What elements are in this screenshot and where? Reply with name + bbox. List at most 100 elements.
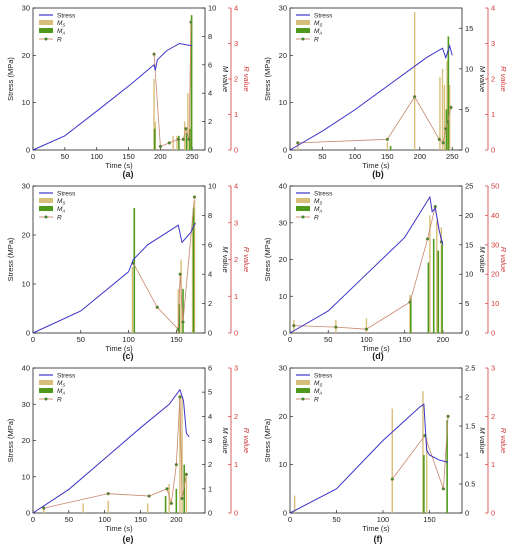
x-axis-label: Time (s) — [362, 161, 390, 170]
x-axis-label: Time (s) — [362, 524, 390, 533]
x-tick-label: 150 — [134, 515, 147, 524]
plot-frame — [32, 7, 206, 151]
m-tick-label: 15 — [465, 240, 473, 249]
r-axis-label: R value — [499, 247, 508, 272]
r-tick-label: 10 — [491, 299, 499, 308]
legend-ms-sub: S — [62, 383, 65, 388]
legend-ma-swatch — [39, 388, 53, 393]
r-point — [176, 327, 180, 332]
r-point — [292, 323, 296, 328]
r-point — [189, 20, 193, 24]
legend-r-marker — [301, 215, 305, 219]
y-axis-label: Stress (MPa) — [263, 237, 272, 281]
panel-caption: (f) — [374, 534, 383, 544]
x-tick-label: 0 — [288, 515, 292, 524]
x-tick-label: 150 — [170, 335, 183, 344]
r-tick-label: 4 — [234, 4, 238, 13]
m-axis-label: M value — [221, 66, 230, 92]
y-tick-label: 30 — [22, 400, 30, 409]
legend-r-label: R — [57, 397, 62, 404]
y-tick-label: 10 — [22, 98, 30, 107]
legend-ma-swatch — [296, 388, 310, 393]
panel-caption: (c) — [123, 351, 134, 361]
plot-frame — [289, 7, 463, 151]
m-tick-label: 5 — [208, 388, 212, 397]
r-tick-label: 0 — [491, 509, 495, 518]
legend-stress-label: Stress — [57, 13, 76, 20]
panel-caption: (e) — [123, 534, 134, 544]
m-tick-label: 1.5 — [465, 422, 475, 431]
x-tick-label: 250 — [186, 152, 199, 161]
plot-frame — [289, 367, 463, 514]
x-tick-label: 100 — [377, 515, 390, 524]
m-tick-label: 4 — [208, 270, 212, 279]
r-tick-label: 2 — [234, 75, 238, 84]
legend-r-label: R — [314, 215, 319, 222]
y-tick-label: 30 — [22, 182, 30, 191]
r-tick-label: 4 — [491, 4, 495, 13]
legend-r-marker — [44, 37, 48, 41]
legend-ma-swatch — [296, 28, 310, 33]
stress-line — [32, 222, 196, 334]
y-tick-label: 40 — [279, 182, 287, 191]
r-tick-label: 2 — [491, 412, 495, 421]
legend-ms-main: M — [314, 198, 320, 205]
panel-caption: (a) — [123, 169, 134, 179]
m-tick-label: 0 — [465, 146, 469, 155]
r-point — [334, 325, 338, 329]
stress-line — [289, 403, 449, 514]
legend-ma-label: MA — [57, 388, 65, 396]
legend-ms-label: MS — [57, 380, 65, 388]
r-point — [178, 395, 182, 399]
m-tick-label: 2 — [465, 393, 469, 402]
r-point — [385, 137, 390, 142]
m-tick-label: 4 — [208, 89, 212, 98]
r-point — [441, 141, 445, 145]
m-tick-label: 2 — [208, 117, 212, 126]
m-tick-label: 8 — [208, 32, 212, 41]
legend-r-label: R — [314, 397, 319, 404]
legend-r-marker — [44, 397, 48, 401]
r-point — [169, 501, 174, 506]
y-tick-label: 20 — [279, 255, 287, 264]
legend-stress-label: Stress — [57, 191, 76, 198]
x-tick-label: 50 — [324, 335, 332, 344]
x-tick-label: 100 — [122, 335, 135, 344]
legend-ms-swatch — [39, 198, 53, 203]
m-axis-label: M value — [221, 246, 230, 272]
x-tick-label: 0 — [288, 152, 292, 161]
legend-stress-label: Stress — [57, 373, 76, 380]
m-tick-label: 0 — [465, 509, 469, 518]
r-tick-label: 1 — [234, 292, 238, 301]
y-tick-label: 10 — [22, 472, 30, 481]
r-series-line — [293, 206, 442, 330]
y-tick-label: 10 — [22, 280, 30, 289]
y-tick-label: 0 — [26, 146, 30, 155]
x-tick-label: 50 — [332, 515, 340, 524]
r-tick-label: 0 — [234, 329, 238, 338]
r-tick-label: 1 — [491, 460, 495, 469]
legend-ma-label: MA — [314, 206, 322, 214]
r-point — [184, 472, 189, 477]
m-tick-label: 0 — [465, 329, 469, 338]
r-point — [408, 300, 412, 304]
y-tick-label: 0 — [283, 146, 287, 155]
x-tick-label: 150 — [423, 515, 436, 524]
x-axis-label: Time (s) — [105, 344, 133, 353]
m-tick-label: 0 — [208, 146, 212, 155]
legend-ms-main: M — [57, 198, 63, 205]
r-point — [181, 137, 186, 142]
r-tick-label: 1 — [234, 460, 238, 469]
y-tick-label: 0 — [26, 509, 30, 518]
stress-line — [289, 44, 453, 151]
r-axis-label: R value — [499, 66, 508, 91]
m-tick-label: 8 — [208, 211, 212, 220]
x-tick-label: 50 — [77, 335, 85, 344]
legend-ma-main: M — [57, 28, 63, 35]
m-tick-label: 2 — [208, 460, 212, 469]
y-axis-label: Stress (MPa) — [6, 57, 15, 101]
